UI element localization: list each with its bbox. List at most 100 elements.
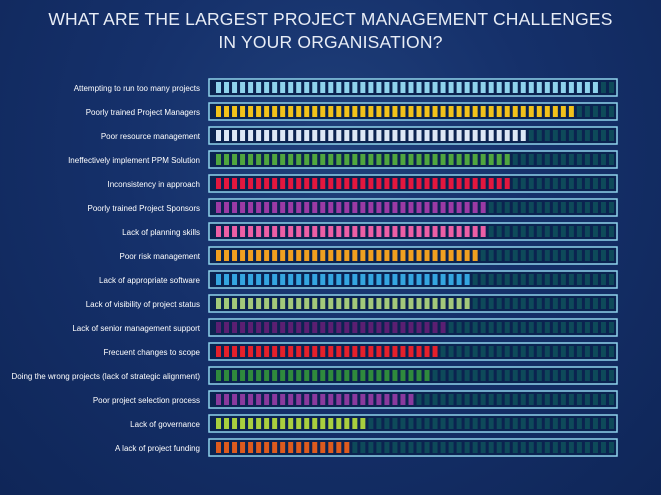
bar-segment-filled bbox=[392, 370, 398, 381]
bar-segment-filled bbox=[240, 178, 246, 189]
bar-segment-filled bbox=[288, 418, 294, 429]
bar-segment-empty bbox=[560, 442, 566, 453]
bar-segment-filled bbox=[336, 202, 342, 213]
bar-segment-empty bbox=[480, 418, 486, 429]
bar-segment-filled bbox=[296, 370, 302, 381]
bar-segment-empty bbox=[368, 418, 374, 429]
bar-segment-filled bbox=[312, 130, 318, 141]
bar-segment-empty bbox=[512, 178, 518, 189]
bar-segment-filled bbox=[544, 82, 550, 93]
bar-segment-empty bbox=[512, 442, 518, 453]
bar-segment-empty bbox=[584, 226, 590, 237]
bar-segment-empty bbox=[504, 226, 510, 237]
bar-segment-empty bbox=[608, 274, 614, 285]
bar-segment-filled bbox=[328, 346, 334, 357]
bar-segment-empty bbox=[536, 250, 542, 261]
bar-segment-empty bbox=[472, 346, 478, 357]
bar-segment-filled bbox=[440, 178, 446, 189]
bar-segment-filled bbox=[232, 442, 238, 453]
bar-segment-filled bbox=[224, 322, 230, 333]
bar-segment-filled bbox=[296, 250, 302, 261]
bar-segment-filled bbox=[304, 154, 310, 165]
bar-segment-filled bbox=[336, 346, 342, 357]
bar-segment-filled bbox=[328, 130, 334, 141]
bar-segment-filled bbox=[336, 394, 342, 405]
bar-segment-filled bbox=[280, 370, 286, 381]
bar-segment-empty bbox=[520, 154, 526, 165]
bar-segment-filled bbox=[416, 82, 422, 93]
bar-segment-filled bbox=[560, 82, 566, 93]
bar-segment-empty bbox=[520, 418, 526, 429]
bar-segment-empty bbox=[536, 322, 542, 333]
bar-segment-filled bbox=[384, 82, 390, 93]
bar-segment-filled bbox=[392, 250, 398, 261]
bar-segment-filled bbox=[336, 154, 342, 165]
bar-segment-filled bbox=[240, 298, 246, 309]
bar-segment-filled bbox=[312, 370, 318, 381]
bar-segment-empty bbox=[608, 106, 614, 117]
bar-segment-filled bbox=[304, 298, 310, 309]
bar-segment-filled bbox=[232, 250, 238, 261]
bar-segment-filled bbox=[272, 346, 278, 357]
bar-segment-empty bbox=[560, 250, 566, 261]
bar-segment-filled bbox=[360, 346, 366, 357]
bar-segment-empty bbox=[368, 442, 374, 453]
bar-segment-empty bbox=[576, 370, 582, 381]
bar-segment-filled bbox=[328, 418, 334, 429]
bar-segment-empty bbox=[576, 154, 582, 165]
bar-segment-filled bbox=[376, 274, 382, 285]
bar-segment-empty bbox=[608, 394, 614, 405]
bar-segment-filled bbox=[288, 178, 294, 189]
bar-segment-filled bbox=[424, 322, 430, 333]
bar-segment-filled bbox=[416, 154, 422, 165]
bar-segment-filled bbox=[376, 298, 382, 309]
bar-segment-filled bbox=[280, 178, 286, 189]
bar-segment-filled bbox=[392, 82, 398, 93]
bar-segment-empty bbox=[584, 298, 590, 309]
bar-segment-empty bbox=[544, 154, 550, 165]
bar bbox=[216, 394, 614, 405]
bar-segment-empty bbox=[448, 346, 454, 357]
bar-segment-filled bbox=[280, 226, 286, 237]
bar-segment-filled bbox=[408, 274, 414, 285]
bar-segment-filled bbox=[288, 250, 294, 261]
bar-segment-filled bbox=[272, 250, 278, 261]
bar-segment-empty bbox=[592, 442, 598, 453]
bar-segment-filled bbox=[392, 322, 398, 333]
bar-segment-filled bbox=[432, 154, 438, 165]
bar-segment-filled bbox=[536, 106, 542, 117]
bar-segment-filled bbox=[504, 130, 510, 141]
bar-segment-empty bbox=[496, 322, 502, 333]
bar-segment-filled bbox=[248, 82, 254, 93]
bar-segment-empty bbox=[568, 322, 574, 333]
bar-segment-empty bbox=[472, 370, 478, 381]
bar-segment-empty bbox=[544, 370, 550, 381]
bar-segment-empty bbox=[496, 250, 502, 261]
bar bbox=[216, 106, 614, 117]
bar-segment-filled bbox=[424, 178, 430, 189]
bar-segment-empty bbox=[608, 154, 614, 165]
bar-segment-empty bbox=[520, 322, 526, 333]
bar-segment-empty bbox=[600, 154, 606, 165]
bar-segment-filled bbox=[504, 178, 510, 189]
bar-segment-filled bbox=[488, 130, 494, 141]
bar-segment-filled bbox=[368, 202, 374, 213]
bar-segment-filled bbox=[344, 418, 350, 429]
bar-segment-empty bbox=[584, 178, 590, 189]
bar-segment-filled bbox=[312, 250, 318, 261]
bar-segment-filled bbox=[368, 226, 374, 237]
bar-segment-filled bbox=[392, 274, 398, 285]
bar-segment-empty bbox=[520, 370, 526, 381]
bar-segment-filled bbox=[320, 322, 326, 333]
bar-segment-empty bbox=[512, 322, 518, 333]
bar-segment-empty bbox=[608, 322, 614, 333]
bar-segment-empty bbox=[520, 298, 526, 309]
bar-segment-filled bbox=[304, 346, 310, 357]
bar-segment-filled bbox=[352, 82, 358, 93]
bar-segment-filled bbox=[360, 298, 366, 309]
bar-segment-filled bbox=[280, 394, 286, 405]
bar-segment-empty bbox=[568, 274, 574, 285]
bar-segment-filled bbox=[408, 394, 414, 405]
bar-segment-empty bbox=[528, 394, 534, 405]
bar-segment-filled bbox=[280, 418, 286, 429]
